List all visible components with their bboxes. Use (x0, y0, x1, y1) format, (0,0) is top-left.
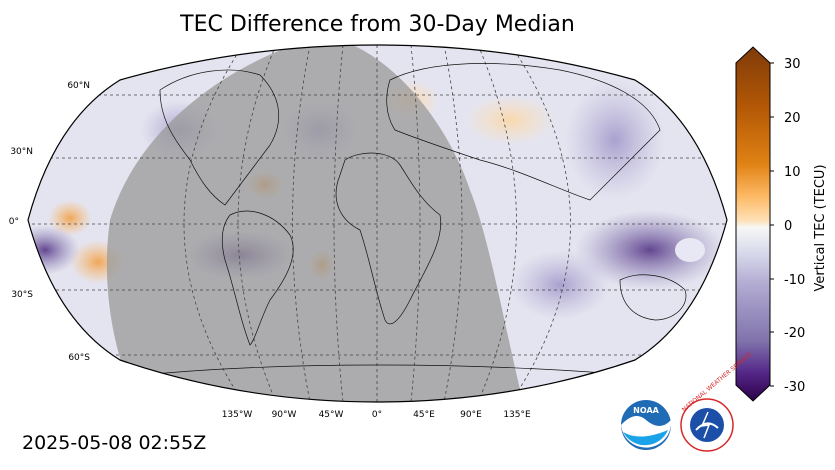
colorbar-tick-neg20: -20 (784, 326, 805, 341)
north-america-outline (159, 69, 280, 206)
south-america-outline (221, 210, 294, 346)
map-plot-area (28, 45, 727, 402)
lat-label-60n: 60°N (67, 81, 90, 91)
australia-outline (619, 274, 687, 321)
lon-label-0: 0° (372, 410, 382, 420)
anomaly-positive (465, 95, 555, 145)
anomaly-neutral (675, 238, 705, 262)
map-title: TEC Difference from 30-Day Median (180, 12, 575, 37)
anomaly-negative (28, 225, 80, 275)
lon-label-45e: 45°E (413, 410, 435, 420)
noaa-logo: NOAA (621, 400, 672, 450)
noaa-logo-water (623, 430, 668, 446)
colorbar-ticks (770, 62, 774, 387)
colorbar-tick-0: 0 (784, 219, 792, 234)
lon-label-135w: 135°W (222, 410, 253, 420)
lat-label-30n: 30°N (10, 147, 33, 157)
anomaly-negative (575, 210, 725, 290)
colorbar-tick-neg30: -30 (784, 380, 805, 395)
lat-label-30s: 30°S (11, 290, 33, 300)
anomaly-negative (565, 80, 665, 200)
nws-logo-lightning (700, 411, 711, 439)
colorbar-tick-30: 30 (784, 57, 801, 72)
lon-line-90w (292, 45, 311, 402)
colorbar-tick-10: 10 (784, 165, 801, 180)
colorbar-tick-20: 20 (784, 111, 801, 126)
anomaly-positive (48, 200, 92, 236)
colorbar-body (735, 46, 771, 402)
lon-label-45w: 45°W (319, 410, 344, 420)
timestamp: 2025-05-08 02:55Z (22, 432, 207, 454)
lon-line-135w (237, 45, 277, 402)
nws-logo-mark (695, 422, 719, 431)
africa-outline (335, 152, 442, 325)
lon-label-90e: 90°E (460, 410, 482, 420)
anomaly-negative (510, 250, 610, 320)
graticule (28, 45, 727, 402)
lat-label-0: 0° (9, 217, 19, 227)
lon-label-135e: 135°E (503, 410, 531, 420)
night-shading (106, 45, 525, 402)
lon-line-180e (510, 45, 571, 402)
lon-line-135e (477, 45, 517, 402)
colorbar: 30 20 10 0 -10 -20 -30 Vertical TEC (TEC… (735, 46, 828, 402)
colorbar-label: Vertical TEC (TECU) (813, 164, 828, 291)
lat-label-60s: 60°S (68, 353, 90, 363)
colorbar-tick-neg10: -10 (784, 273, 805, 288)
lon-label-90w: 90°W (272, 410, 297, 420)
noaa-logo-text: NOAA (633, 406, 659, 415)
map-border (27, 44, 728, 403)
eurasia-outline (386, 63, 661, 201)
lon-line-180w (183, 45, 244, 402)
lon-line-90e (443, 45, 463, 402)
